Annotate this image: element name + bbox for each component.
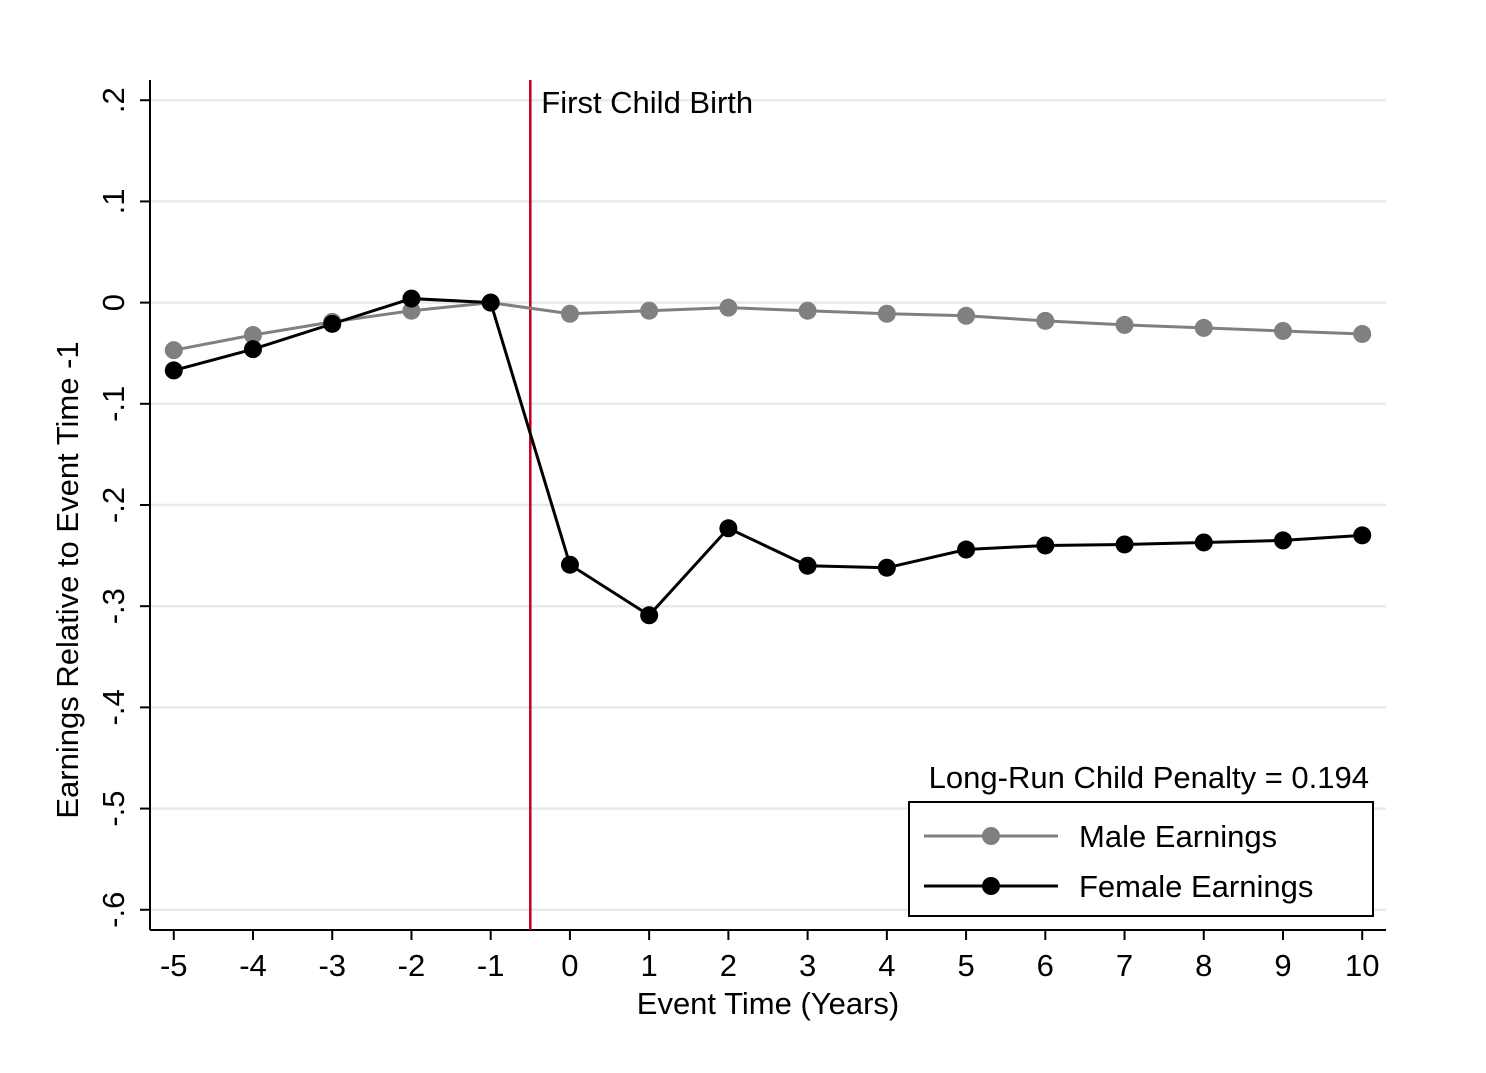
female-earnings-point <box>1115 535 1134 554</box>
male-earnings-point <box>1274 321 1292 340</box>
y-tick-label: -.1 <box>96 386 131 422</box>
x-tick-label: 1 <box>641 948 658 983</box>
legend-box <box>908 801 1374 917</box>
female-earnings-point <box>1274 531 1292 550</box>
male-earnings-point <box>164 341 183 360</box>
female-earnings-point <box>957 540 976 559</box>
first-child-birth-label: First Child Birth <box>541 85 753 120</box>
y-tick-label: -.5 <box>96 790 131 826</box>
x-tick-label: 10 <box>1345 948 1379 983</box>
male-earnings-point <box>1036 311 1055 330</box>
x-tick-label: -3 <box>318 948 346 983</box>
female-earnings-point <box>164 361 183 380</box>
female-earnings-point <box>244 340 262 359</box>
male-earnings-point <box>244 326 262 344</box>
legend-male-earnings-swatch-marker <box>982 827 1000 845</box>
male-earnings-point <box>719 298 738 317</box>
x-tick-label: 2 <box>720 948 737 983</box>
male-earnings-point <box>640 301 659 320</box>
legend-female-earnings-label: Female Earnings <box>1079 869 1313 904</box>
x-axis-title: Event Time (Years) <box>637 986 899 1021</box>
y-tick-label: 0 <box>96 294 131 311</box>
female-earnings-point <box>1036 536 1055 555</box>
male-earnings-point <box>560 304 579 323</box>
x-tick-label: 7 <box>1116 948 1133 983</box>
grid-lines <box>150 98 1386 912</box>
y-axis-title: Earnings Relative to Event Time -1 <box>50 341 85 818</box>
female-earnings-point <box>323 314 342 333</box>
female-earnings-point <box>798 556 817 575</box>
x-tick-label: 6 <box>1037 948 1054 983</box>
female-earnings-point <box>640 606 659 625</box>
y-tick-label: -.2 <box>96 487 131 523</box>
child-penalty-annotation: Long-Run Child Penalty = 0.194 <box>929 760 1369 795</box>
male-earnings-point <box>798 301 817 320</box>
x-tick-label: 8 <box>1195 948 1212 983</box>
series-layer <box>164 289 1372 625</box>
female-earnings-point <box>560 555 579 574</box>
male-earnings-point <box>1115 315 1134 334</box>
x-tick-label: 3 <box>799 948 816 983</box>
event-marker: First Child Birth <box>529 80 753 930</box>
y-tick-label: -.3 <box>96 588 131 624</box>
x-tick-label: 5 <box>957 948 974 983</box>
x-tick-label: -1 <box>477 948 505 983</box>
female-earnings-point <box>1353 526 1372 545</box>
legend-female-earnings-swatch-marker <box>982 877 1000 895</box>
x-tick-label: 0 <box>561 948 578 983</box>
axes: .2 .1 0 -.1 -.2 -.3 -.4 -.5 -.6 -5 -4 -3 -2 -1 0 1 2 3 4 5 6… <box>96 80 1386 983</box>
legend: Male Earnings Female Earnings <box>908 801 1374 917</box>
female-earnings-point <box>1194 533 1213 552</box>
female-earnings-point <box>877 558 896 577</box>
female-earnings-point <box>719 519 738 538</box>
x-tick-label: -2 <box>398 948 426 983</box>
x-tick-label: -4 <box>239 948 267 983</box>
legend-male-earnings-label: Male Earnings <box>1079 819 1277 854</box>
female-earnings-line <box>173 297 1363 618</box>
female-earnings-point <box>481 293 500 312</box>
female-earnings-point <box>402 289 421 308</box>
y-tick-label: .2 <box>96 87 131 113</box>
male-earnings-line <box>173 301 1363 352</box>
x-tick-label: 9 <box>1274 948 1291 983</box>
x-tick-label: -5 <box>160 948 188 983</box>
male-earnings-point <box>1194 318 1213 337</box>
male-earnings-point <box>877 304 896 323</box>
y-tick-label: .1 <box>96 188 131 214</box>
x-tick-label: 4 <box>878 948 895 983</box>
male-earnings-point <box>957 306 976 325</box>
y-tick-label: -.6 <box>96 892 131 928</box>
male-earnings-point <box>1353 324 1372 343</box>
y-tick-label: -.4 <box>96 689 131 725</box>
